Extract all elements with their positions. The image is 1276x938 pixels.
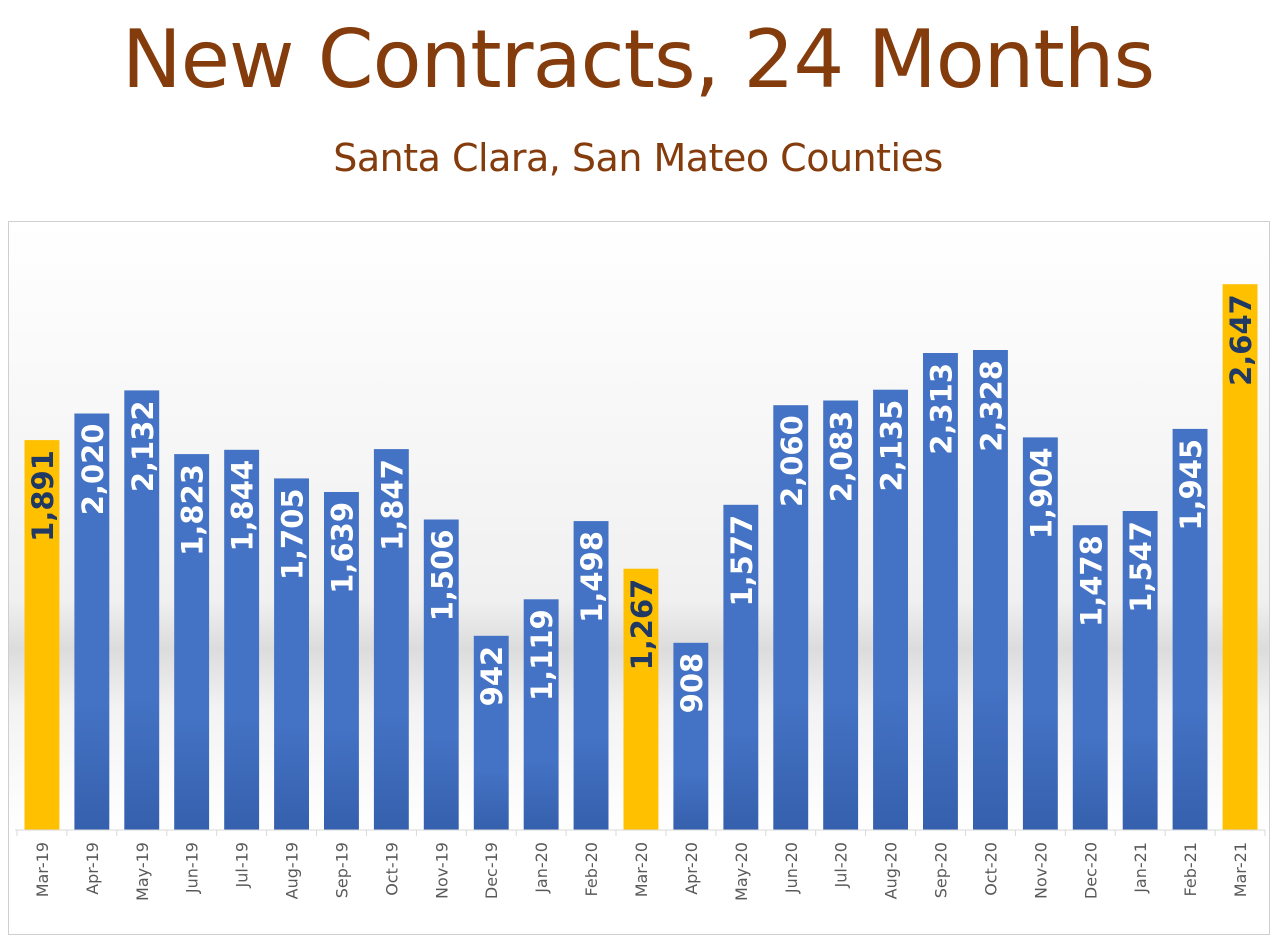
x-tick-label-sep-19: Sep-19 [333,842,352,898]
x-tick-label-dec-19: Dec-19 [482,842,501,899]
bar-mar-21 [1222,284,1258,830]
data-label-jan-21: 1,547 [1124,521,1158,613]
x-tick-label-jul-20: Jul-20 [832,842,851,888]
data-label-mar-19: 1,891 [26,450,60,542]
bar-jan-21 [1122,511,1158,830]
chart-area: 1,891 2,020 2,132 1,823 1,844 1,705 1,639 1,847… [8,221,1270,935]
data-label-apr-19: 2,020 [76,424,110,516]
data-label-dec-20: 1,478 [1074,535,1108,627]
bar-series [24,284,1258,830]
bar-aug-19 [274,478,309,830]
x-tick-label-nov-19: Nov-19 [432,842,451,899]
bar-apr-20 [673,642,709,830]
x-tick-label-may-20: May-20 [732,842,751,901]
x-tick-label-oct-20: Oct-20 [981,842,1000,896]
bar-mar-20 [623,568,659,830]
bar-may-19 [124,390,160,830]
bar-oct-19 [373,449,409,830]
x-tick-label-jul-19: Jul-19 [233,842,252,888]
data-label-oct-19: 1,847 [375,459,409,551]
x-tick-label-aug-19: Aug-19 [283,842,302,899]
data-label-dec-19: 942 [475,646,509,707]
x-tick-label-dec-20: Dec-20 [1081,842,1100,899]
data-label-mar-20: 1,267 [625,579,659,671]
x-axis-labels: Mar-19 Apr-19 May-19 Jun-19 Jul-19 Aug-19 Sep-… [33,842,1250,901]
bar-aug-20 [873,389,908,830]
x-tick-label-mar-19: Mar-19 [33,842,52,897]
bar-mar-19 [24,440,60,830]
bar-jan-20 [523,599,559,830]
chart-title: New Contracts, 24 Months [121,13,1155,106]
data-label-aug-20: 2,135 [875,400,909,492]
x-tick-label-may-19: May-19 [133,842,152,901]
data-label-jun-20: 2,060 [775,415,809,507]
data-label-jan-20: 1,119 [525,609,559,701]
bar-dec-19 [473,635,509,830]
x-tick-label-jun-19: Jun-19 [183,842,202,894]
bar-feb-20 [573,521,609,830]
x-tick-label-jan-20: Jan-20 [532,842,551,894]
data-label-apr-20: 908 [675,653,709,714]
x-tick-label-jan-21: Jan-21 [1131,842,1150,894]
bar-jul-19 [224,449,260,830]
bar-nov-20 [1022,437,1058,830]
x-tick-label-feb-20: Feb-20 [582,842,601,896]
x-tick-label-apr-20: Apr-20 [682,842,701,895]
data-label-sep-19: 1,639 [326,502,360,594]
data-label-may-19: 2,132 [126,400,160,492]
data-label-jun-19: 1,823 [176,464,210,556]
bar-dec-20 [1072,525,1108,830]
bar-jun-19 [174,454,210,830]
data-label-nov-20: 1,904 [1024,447,1058,539]
x-tick-label-oct-19: Oct-19 [382,842,401,896]
data-label-may-20: 1,577 [725,515,759,607]
bar-sep-19 [324,492,359,830]
bar-sep-20 [923,353,958,830]
data-label-jul-19: 1,844 [226,460,260,552]
bar-feb-21 [1172,428,1208,830]
data-label-nov-19: 1,506 [425,530,459,622]
chart-header: New Contracts, 24 Months Santa Clara, Sa… [0,0,1276,215]
x-axis-ticks [16,830,1266,836]
bar-chart: 1,891 2,020 2,132 1,823 1,844 1,705 1,639 1,847… [9,222,1269,901]
data-label-aug-19: 1,705 [276,488,310,580]
x-tick-label-nov-20: Nov-20 [1031,842,1050,899]
x-tick-label-aug-20: Aug-20 [882,842,901,899]
bar-jul-20 [823,400,859,830]
x-tick-label-apr-19: Apr-19 [83,842,102,895]
chart-subtitle: Santa Clara, San Mateo Counties [333,136,943,180]
bar-jun-20 [773,405,809,830]
x-tick-label-mar-20: Mar-20 [632,842,651,897]
data-label-oct-20: 2,328 [974,360,1008,452]
data-label-group: 1,891 2,020 2,132 1,823 1,844 1,705 1,639 1,847… [26,294,1258,713]
x-tick-label-jun-20: Jun-20 [782,842,801,894]
data-label-sep-20: 2,313 [925,363,959,455]
bar-oct-20 [973,350,1008,830]
data-label-mar-21: 2,647 [1224,294,1258,386]
data-label-feb-21: 1,945 [1174,439,1208,531]
x-tick-label-feb-21: Feb-21 [1181,842,1200,896]
data-label-jul-20: 2,083 [825,411,859,503]
bar-may-20 [723,504,759,830]
x-tick-label-mar-21: Mar-21 [1231,842,1250,897]
data-label-feb-20: 1,498 [575,531,609,623]
bar-nov-19 [423,519,459,830]
x-tick-label-sep-20: Sep-20 [932,842,951,898]
bar-apr-19 [74,413,110,830]
